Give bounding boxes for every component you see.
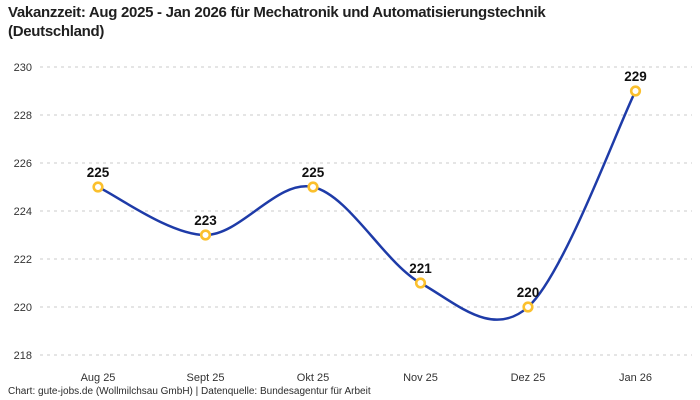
data-point-label: 220 (517, 285, 540, 300)
data-point-label: 225 (302, 165, 325, 180)
x-axis-tick-label: Nov 25 (403, 372, 438, 384)
data-point-marker (522, 301, 534, 313)
y-axis-tick-label: 230 (14, 62, 32, 74)
chart-title-line2: (Deutschland) (8, 23, 105, 40)
y-axis-tick-label: 228 (14, 110, 32, 122)
data-point-marker (199, 229, 212, 241)
x-axis-tick-label: Okt 25 (297, 372, 329, 384)
data-point-marker (414, 277, 427, 289)
data-point-label: 221 (409, 261, 432, 276)
y-axis-tick-label: 220 (14, 302, 32, 314)
chart-title: Vakanzzeit: Aug 2025 - Jan 2026 für Mech… (8, 3, 668, 41)
chart-title-line1: Vakanzzeit: Aug 2025 - Jan 2026 für Mech… (8, 4, 546, 21)
y-axis-tick-label: 226 (14, 158, 32, 170)
x-axis-tick-label: Dez 25 (511, 372, 546, 384)
data-point-label: 223 (194, 213, 217, 228)
y-axis-tick-label: 224 (14, 206, 32, 218)
x-axis-tick-label: Sept 25 (187, 372, 225, 384)
data-point-marker (92, 181, 104, 193)
data-point-marker (629, 85, 642, 97)
line-series-path (96, 89, 637, 321)
x-axis-tick-label: Jan 26 (619, 372, 652, 384)
y-axis-tick-label: 218 (14, 350, 32, 362)
x-axis-tick-label: Aug 25 (81, 372, 116, 384)
data-point-marker (307, 181, 319, 193)
y-axis-tick-label: 222 (14, 254, 32, 266)
data-point-label: 225 (87, 165, 110, 180)
chart-attribution: Chart: gute-jobs.de (Wollmilchsau GmbH) … (8, 386, 371, 397)
data-point-label: 229 (624, 69, 647, 84)
